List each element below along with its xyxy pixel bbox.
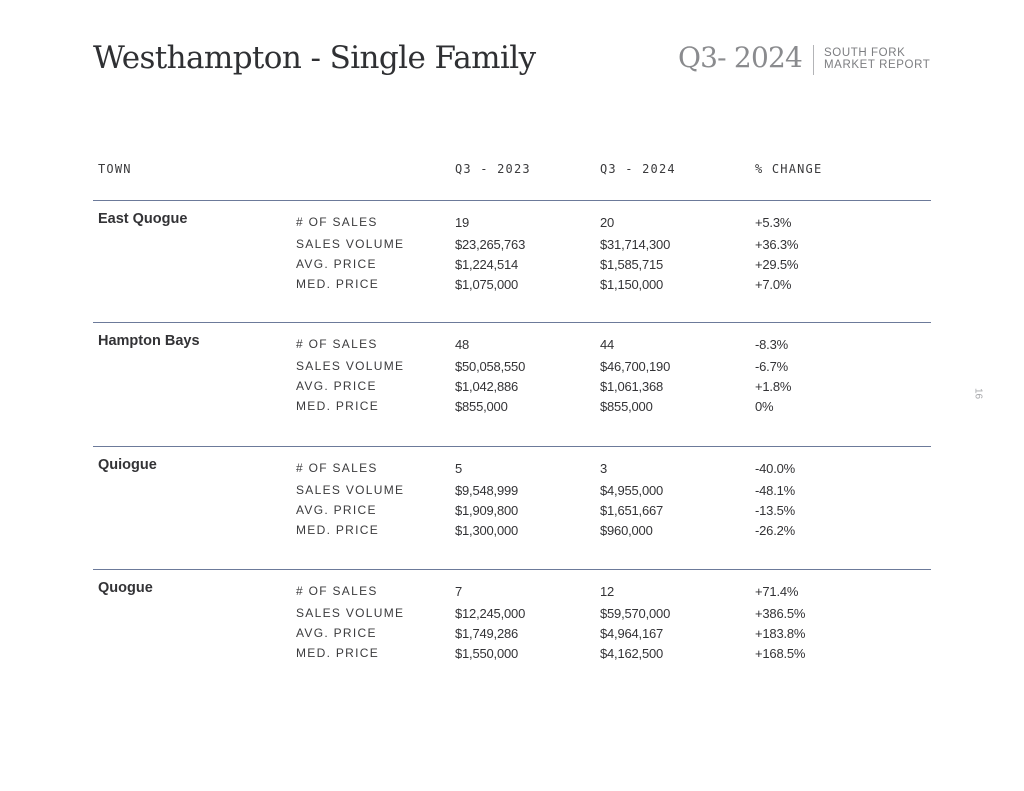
table-cell-q3-2023: $1,749,286	[455, 626, 519, 641]
metric-label-med-price: MED. PRICE	[296, 399, 380, 413]
town-name: East Quogue	[98, 211, 188, 227]
table-cell-q3-2023: $1,042,886	[455, 379, 519, 394]
town-name: Quogue	[98, 580, 153, 596]
table-cell-q3-2023: $9,548,999	[455, 483, 519, 498]
metric-label-sales-count: # OF SALES	[296, 337, 378, 351]
metric-label-avg-price: AVG. PRICE	[296, 503, 377, 517]
table-cell-q3-2023: 19	[455, 215, 470, 230]
table-cell-change: +5.3%	[755, 215, 792, 230]
table-cell-q3-2023: $23,265,763	[455, 237, 526, 252]
report-quarter: Q3- 2024	[678, 41, 803, 74]
table-cell-change: +36.3%	[755, 237, 799, 252]
table-cell-change: +386.5%	[755, 606, 806, 621]
table-cell-change: +7.0%	[755, 277, 792, 292]
town-name: Hampton Bays	[98, 333, 200, 349]
table-cell-q3-2023: $1,075,000	[455, 277, 519, 292]
page-title: Westhampton - Single Family	[93, 40, 536, 76]
metric-label-avg-price: AVG. PRICE	[296, 257, 377, 271]
table-cell-q3-2023: $1,909,800	[455, 503, 519, 518]
table-cell-q3-2024: $59,570,000	[600, 606, 671, 621]
report-name: SOUTH FORK MARKET REPORT	[824, 47, 930, 71]
table-cell-q3-2024: $1,585,715	[600, 257, 664, 272]
table-cell-change: -48.1%	[755, 483, 795, 498]
report-name-line-2: MARKET REPORT	[824, 59, 931, 71]
table-cell-change: -26.2%	[755, 523, 795, 538]
header-divider	[813, 45, 814, 75]
metric-label-sales-volume: SALES VOLUME	[296, 606, 405, 620]
column-header-q3-2024: Q3 - 2024	[600, 162, 676, 176]
metric-label-avg-price: AVG. PRICE	[296, 626, 377, 640]
section-divider	[93, 200, 931, 201]
table-cell-q3-2024: 12	[600, 584, 615, 599]
metric-label-sales-volume: SALES VOLUME	[296, 237, 405, 251]
table-cell-q3-2023: $855,000	[455, 399, 508, 414]
metric-label-sales-count: # OF SALES	[296, 584, 378, 598]
table-cell-q3-2023: 7	[455, 584, 463, 599]
table-cell-q3-2024: 3	[600, 461, 608, 476]
metric-label-med-price: MED. PRICE	[296, 523, 380, 537]
table-cell-q3-2024: $1,150,000	[600, 277, 664, 292]
table-cell-change: -6.7%	[755, 359, 788, 374]
metric-label-sales-count: # OF SALES	[296, 461, 378, 475]
table-cell-q3-2024: $1,651,667	[600, 503, 664, 518]
metric-label-sales-count: # OF SALES	[296, 215, 378, 229]
table-cell-q3-2024: $46,700,190	[600, 359, 671, 374]
table-cell-q3-2023: 5	[455, 461, 463, 476]
table-cell-q3-2024: $4,955,000	[600, 483, 664, 498]
table-cell-change: -8.3%	[755, 337, 788, 352]
table-cell-change: +183.8%	[755, 626, 806, 641]
table-cell-change: -13.5%	[755, 503, 795, 518]
table-cell-change: -40.0%	[755, 461, 795, 476]
metric-label-sales-volume: SALES VOLUME	[296, 359, 405, 373]
table-cell-q3-2023: $1,300,000	[455, 523, 519, 538]
page-number: 16	[972, 387, 984, 400]
table-cell-q3-2024: $1,061,368	[600, 379, 664, 394]
section-divider	[93, 569, 931, 570]
table-cell-q3-2024: $4,964,167	[600, 626, 664, 641]
table-cell-q3-2024: $4,162,500	[600, 646, 664, 661]
table-cell-change: 0%	[755, 399, 774, 414]
table-cell-q3-2024: 20	[600, 215, 615, 230]
section-divider	[93, 322, 931, 323]
table-cell-change: +71.4%	[755, 584, 799, 599]
metric-label-med-price: MED. PRICE	[296, 277, 380, 291]
column-header-town: TOWN	[98, 162, 132, 176]
table-cell-q3-2024: 44	[600, 337, 615, 352]
report-name-line-1: SOUTH FORK	[824, 47, 906, 59]
table-cell-q3-2023: 48	[455, 337, 470, 352]
table-cell-change: +1.8%	[755, 379, 792, 394]
table-cell-q3-2024: $960,000	[600, 523, 653, 538]
table-cell-q3-2023: $50,058,550	[455, 359, 526, 374]
table-cell-q3-2024: $855,000	[600, 399, 653, 414]
table-cell-q3-2023: $1,224,514	[455, 257, 519, 272]
metric-label-med-price: MED. PRICE	[296, 646, 380, 660]
metric-label-sales-volume: SALES VOLUME	[296, 483, 405, 497]
town-name: Quiogue	[98, 457, 157, 473]
column-header-change: % CHANGE	[755, 162, 823, 176]
table-cell-change: +168.5%	[755, 646, 806, 661]
table-cell-change: +29.5%	[755, 257, 799, 272]
table-cell-q3-2023: $12,245,000	[455, 606, 526, 621]
table-cell-q3-2023: $1,550,000	[455, 646, 519, 661]
section-divider	[93, 446, 931, 447]
metric-label-avg-price: AVG. PRICE	[296, 379, 377, 393]
table-cell-q3-2024: $31,714,300	[600, 237, 671, 252]
column-header-q3-2023: Q3 - 2023	[455, 162, 531, 176]
